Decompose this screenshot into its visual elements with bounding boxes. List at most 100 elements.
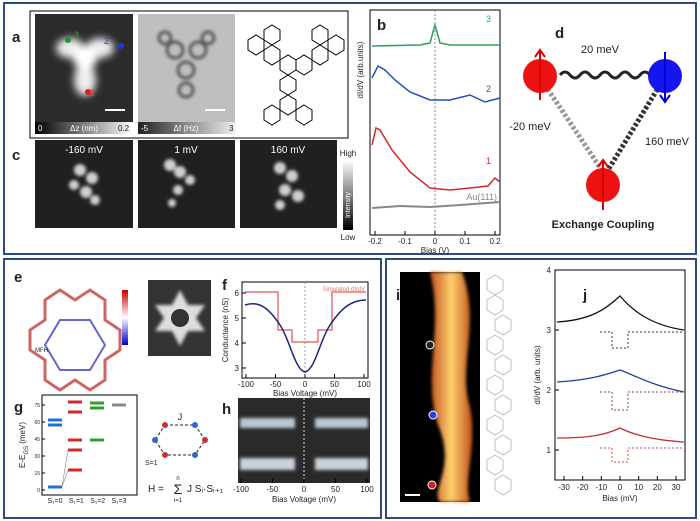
heatmap-bands <box>240 418 368 470</box>
y-tick-label: 30 <box>34 454 40 460</box>
y-tick-label: 5 <box>235 314 240 323</box>
x-tick-label: S₁=1 <box>69 498 84 505</box>
curve-2 <box>371 64 501 103</box>
x-tick-label: -0.2 <box>368 237 382 246</box>
image-label: 1 mV <box>174 145 198 156</box>
spin-label: S=1 <box>145 460 158 467</box>
energy-levels <box>48 400 126 489</box>
y-tick-label: 6 <box>235 289 240 298</box>
coupling-label: J <box>178 412 183 422</box>
x-tick-label: 50 <box>330 380 339 389</box>
curve-au <box>371 201 501 209</box>
frame-bottom-left <box>3 258 382 519</box>
y-tick-label: 3 <box>547 326 552 335</box>
image-label: 160 mV <box>271 145 306 156</box>
afm-molecule <box>157 30 216 99</box>
simulated-black <box>600 331 684 349</box>
plot-g-axes <box>41 394 138 496</box>
frame-bottom-right <box>385 258 697 519</box>
simulated-red <box>600 447 684 463</box>
x-tick-label: 20 <box>653 483 662 492</box>
colorbar-label: -5 <box>141 124 149 133</box>
panel-label: d <box>555 25 564 42</box>
site-marker <box>428 410 438 420</box>
y-tick-label: 4 <box>547 266 552 275</box>
y-tick-label: 0 <box>37 488 40 494</box>
x-axis-label: Bias Voltage (mV) <box>272 495 336 504</box>
model-label: MFH <box>35 348 48 354</box>
y-axis-label-part: GS <box>24 446 30 455</box>
curve-label: 1 <box>486 156 491 166</box>
y-axis-label: Conductance (nS) <box>221 297 230 362</box>
simulated-blue <box>600 391 684 411</box>
y-tick-label: 2 <box>547 386 552 395</box>
colorbar-stm <box>35 122 133 134</box>
coupling-label: 20 meV <box>581 44 620 56</box>
formula: n <box>176 476 179 482</box>
curve-blue <box>556 369 685 393</box>
y-tick-label: 3 <box>235 364 240 373</box>
y-axis-label: dI/dV (arb. units) <box>533 345 542 404</box>
y-tick-label: 75 <box>34 403 40 409</box>
y-tick-label: 15 <box>34 471 40 477</box>
panel-label: e <box>14 269 22 286</box>
caption: Exchange Coupling <box>552 219 655 231</box>
stm-molecule <box>56 38 114 96</box>
x-tick-label: -30 <box>558 483 570 492</box>
y-tick-label: 1 <box>547 446 552 455</box>
image-label: -160 mV <box>65 145 103 156</box>
site-marker <box>85 89 91 95</box>
y-tick-label: 60 <box>34 420 40 426</box>
x-tick-label: S₁=0 <box>47 498 62 505</box>
curve-label: 3 <box>486 14 491 24</box>
x-tick-label: -50 <box>267 485 279 494</box>
panel-label: g <box>14 399 23 416</box>
coupling-spring <box>558 70 652 80</box>
site-marker <box>425 340 435 350</box>
coupling-label: 160 meV <box>645 136 690 148</box>
ribbon <box>430 272 473 502</box>
x-axis-label: Bias (mV) <box>602 494 637 503</box>
site-marker <box>427 480 437 490</box>
spin-arrow <box>659 52 671 104</box>
site-label: 1 <box>90 88 95 98</box>
x-tick-label: 30 <box>672 483 681 492</box>
formula: Σ <box>174 481 183 497</box>
panel-label: b <box>377 17 386 34</box>
legend: Simulated dI/dV <box>323 287 365 293</box>
x-tick-label: 0 <box>433 237 438 246</box>
x-axis-label: Bias Voltage (mV) <box>273 389 337 398</box>
site-label: 3 <box>74 30 79 40</box>
colorbar-afm <box>138 122 235 134</box>
colorbar-intensity <box>343 160 353 230</box>
colorbar-label: Δz (nm) <box>70 124 98 133</box>
coupling-spring <box>602 83 663 177</box>
panel-label: c <box>12 147 20 164</box>
star-hole <box>171 309 189 327</box>
simulated-curve <box>245 291 366 343</box>
x-tick-label: S₁=3 <box>111 498 126 505</box>
ribbon-structure <box>486 274 512 496</box>
x-tick-label: -100 <box>238 380 255 389</box>
dIdV-map <box>240 140 337 228</box>
y-axis-label: E-EGS (meV) <box>18 422 30 468</box>
transition <box>61 449 69 488</box>
coupling-spring <box>542 83 608 177</box>
colorbar-label: 0.2 <box>118 124 130 133</box>
spin-arrow <box>597 158 609 210</box>
panel-label: f <box>222 277 228 294</box>
y-axis-label: dI/dV (arb.units) <box>356 41 365 98</box>
frame-top <box>3 2 697 255</box>
curve-label: Au(111) <box>466 192 497 202</box>
colorbar-label: High <box>340 149 356 158</box>
curve-3 <box>371 22 500 47</box>
site-marker <box>118 43 124 49</box>
spin-chain-sites <box>152 422 208 458</box>
spin-arrow <box>534 48 546 100</box>
dIdV-map <box>138 140 235 228</box>
curve-black <box>556 295 685 331</box>
colorbar-label: Δf (Hz) <box>174 124 199 133</box>
curve-label: 2 <box>486 84 491 94</box>
dIdV-map <box>35 140 133 228</box>
